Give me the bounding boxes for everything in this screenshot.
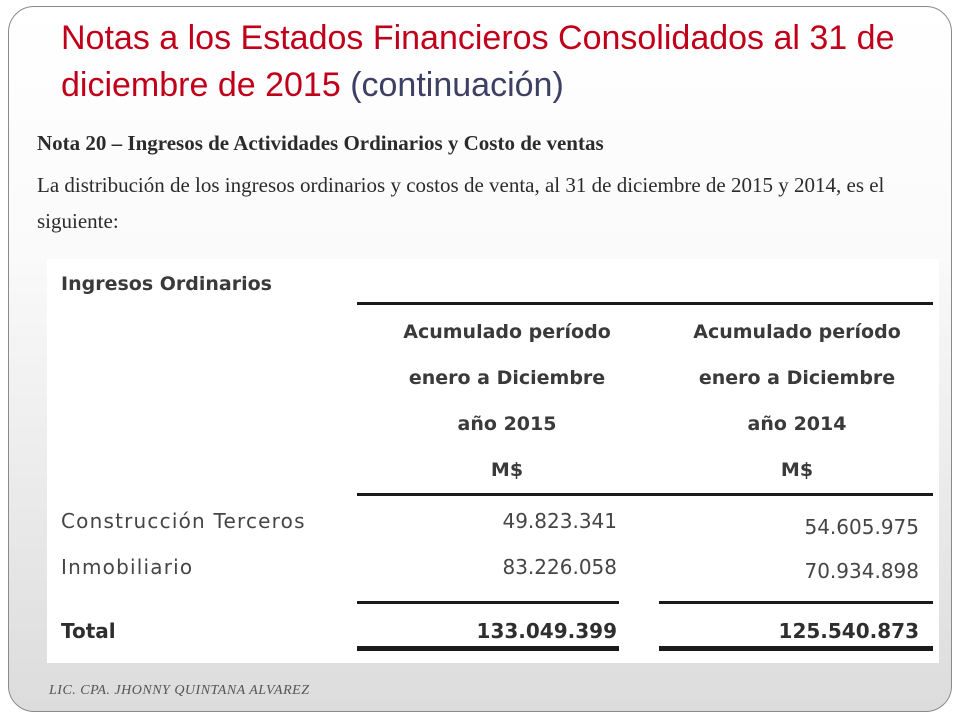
header-bottom-rule [357,493,933,496]
column-2014-line2: enero a Diciembre [698,367,896,389]
slide-title-main: Notas a los Estados Financieros Consolid… [61,19,895,104]
note-body: La distribución de los ingresos ordinari… [37,173,885,233]
row-label-total: Total [61,619,116,643]
column-2014-line1: Acumulado período [693,321,901,343]
row-label-inmobiliario: Inmobiliario [61,555,194,579]
value-total-2015: 133.049.399 [476,619,617,643]
value-construccion-2015: 49.823.341 [502,509,617,533]
row-label-construccion: Construcción Terceros [61,509,306,533]
total-bottom-rule-2015 [357,646,619,651]
value-inmobiliario-2015: 83.226.058 [502,555,617,579]
value-inmobiliario-2014: 70.934.898 [804,559,919,583]
column-2015-line3: año 2015 [457,413,557,435]
value-construccion-2014: 54.605.975 [804,515,919,539]
income-table: Ingresos Ordinarios Acumulado período en… [47,259,939,663]
column-2014-unit: M$ [780,459,814,481]
column-2015-unit: M$ [490,459,524,481]
column-2015-line2: enero a Diciembre [408,367,606,389]
footer-author: LIC. CPA. JHONNY QUINTANA ALVAREZ [49,683,310,698]
table-title: Ingresos Ordinarios [61,273,272,295]
note-heading: Nota 20 – Ingresos de Actividades Ordina… [37,131,604,155]
total-bottom-rule-2014 [659,646,933,651]
column-header-2014: Acumulado período enero a Diciembre año … [657,309,937,493]
total-top-rule-2015 [357,601,619,604]
column-header-2015: Acumulado período enero a Diciembre año … [367,309,647,493]
slide-title: Notas a los Estados Financieros Consolid… [61,15,931,109]
header-top-rule [357,302,933,305]
column-2015-line1: Acumulado período [403,321,611,343]
column-2014-line3: año 2014 [747,413,847,435]
total-top-rule-2014 [659,601,933,604]
value-total-2014: 125.540.873 [778,619,919,643]
slide-title-suffix: (continuación) [350,66,564,104]
slide: Notas a los Estados Financieros Consolid… [8,6,952,712]
